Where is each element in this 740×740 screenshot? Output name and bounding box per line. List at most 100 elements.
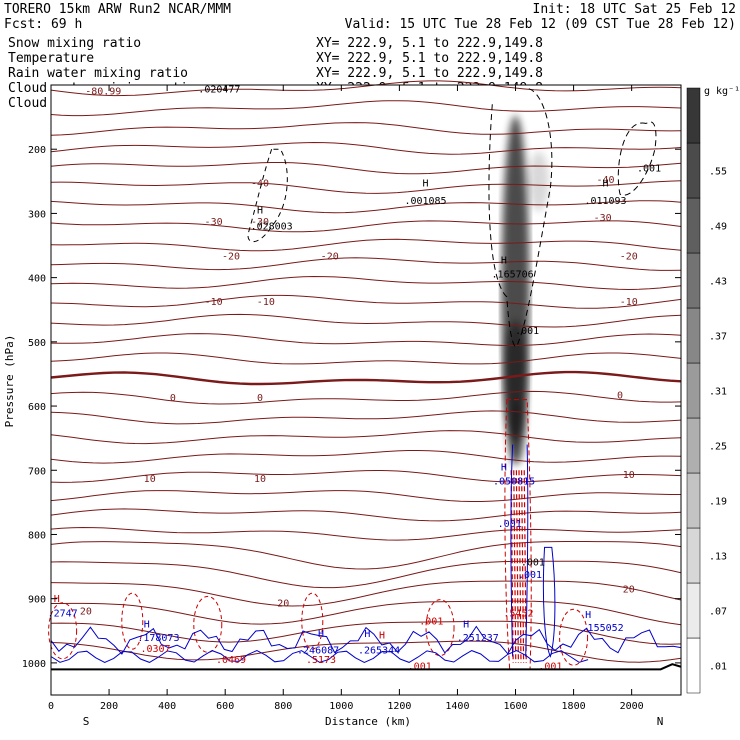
y-tick-label: 1000 — [22, 659, 46, 670]
forecast-hour: Fcst: 69 h — [4, 17, 82, 32]
north-end-label: N — [657, 715, 664, 728]
x-tick-label: 2000 — [620, 701, 644, 712]
valid-time: Valid: 15 UTC Tue 28 Feb 12 (09 CST Tue … — [345, 17, 736, 32]
y-tick-label: 300 — [28, 209, 46, 220]
colorbar: .01 .07 .13 .19 .25 .31 .37 .43 .49 .55 g kg⁻¹ — [686, 86, 740, 694]
contour-label: .001 — [518, 570, 542, 581]
contour-label: .5452 — [503, 609, 533, 620]
temperature-contour — [50, 122, 682, 136]
rain-water-contour — [121, 592, 144, 650]
field-xy: XY= 222.9, 5.1 to 222.9,149.8 — [316, 36, 543, 51]
colorbar-label: .13 — [709, 552, 727, 563]
contour-label: H — [501, 462, 507, 473]
rain-water-contour — [515, 470, 519, 663]
colorbar-swatch — [686, 252, 701, 309]
contour-label: .0469 — [216, 655, 246, 666]
x-tick-label: 1000 — [329, 701, 353, 712]
rain-water-contour — [425, 599, 455, 657]
rain-water-contour — [513, 470, 517, 663]
cloud-ice-contour — [488, 87, 553, 348]
y-tick-label: 900 — [28, 595, 46, 606]
x-tick-label: 600 — [216, 701, 234, 712]
contour-label: H — [585, 610, 591, 621]
rain-water-contour — [521, 470, 525, 663]
plot-frame — [50, 84, 682, 696]
temperature-contour — [50, 370, 682, 386]
x-axis-label: Distance (km) — [325, 715, 411, 728]
rain-water-contour — [301, 592, 324, 650]
contour-label: H — [318, 629, 324, 640]
y-tick-label: 600 — [28, 402, 46, 413]
temperature-contour — [50, 560, 682, 589]
contour-label: .251237 — [457, 633, 499, 644]
contour-label: H — [423, 178, 429, 189]
south-end-label: S — [83, 715, 90, 728]
contour-label: .001085 — [404, 196, 446, 207]
contour-label: .001 — [419, 616, 443, 627]
contour-label: .001 — [538, 661, 562, 672]
temperature-contour — [50, 238, 682, 252]
cloud-ice-contour — [247, 148, 288, 243]
colorbar-swatch — [686, 87, 701, 144]
temperature-label: -80.99 — [85, 87, 121, 98]
colorbar-label: .37 — [709, 332, 727, 343]
temperature-contour — [50, 80, 682, 97]
temperature-label: 0 — [617, 390, 623, 401]
cloud-water-contour — [50, 649, 589, 664]
contour-label: H — [364, 629, 370, 640]
temperature-contour — [50, 275, 682, 291]
snow-plume-branch — [528, 151, 549, 212]
x-tick-label: 0 — [48, 701, 54, 712]
cloud-water-contour — [510, 444, 529, 657]
contour-label: H — [257, 205, 263, 216]
field-name: Temperature — [8, 51, 94, 66]
colorbar-label: .49 — [709, 222, 727, 233]
field-name: Snow mixing ratio — [8, 36, 141, 51]
y-tick-label: 500 — [28, 338, 46, 349]
contour-label: .265344 — [358, 645, 400, 656]
contour-label: .2747 — [48, 609, 78, 620]
temperature-label: 20 — [623, 584, 635, 595]
x-tick-label: 400 — [158, 701, 176, 712]
temperature-contour — [50, 294, 682, 309]
contour-label: H — [144, 620, 150, 631]
contour-label: .001 — [521, 557, 545, 568]
contour-label: .001 — [637, 164, 661, 175]
contour-label: .246087 — [297, 645, 339, 656]
y-tick-label: 700 — [28, 466, 46, 477]
x-tick-label: 1200 — [387, 701, 411, 712]
temperature-contour — [50, 430, 682, 445]
colorbar-label: .55 — [709, 167, 727, 178]
y-tick-label: 800 — [28, 530, 46, 541]
temperature-contour — [50, 541, 682, 570]
temperature-label: -40 — [251, 178, 269, 189]
x-tick-label: 800 — [274, 701, 292, 712]
contour-label: H — [501, 256, 507, 267]
field-xy: XY= 222.9, 5.1 to 222.9,149.8 — [316, 66, 543, 81]
x-tick-label: 1800 — [562, 701, 586, 712]
colorbar-unit: g kg⁻¹ — [704, 86, 740, 97]
contour-label: .020477 — [198, 85, 240, 96]
temperature-contour — [50, 508, 682, 522]
temperature-contour — [50, 580, 682, 607]
temperature-contour — [50, 162, 682, 175]
contour-label: .165706 — [492, 270, 534, 281]
colorbar-swatch — [686, 362, 701, 419]
contour-label: .050815 — [493, 476, 535, 487]
rain-water-contour — [559, 608, 589, 666]
axes: 0 200 400 600 800 1000 1200 1400 1600 1800 2000200… — [22, 84, 682, 712]
temperature-label: 0 — [257, 393, 263, 404]
contour-label: .028003 — [251, 221, 293, 232]
temperature-contour — [50, 410, 682, 425]
temperature-contour — [50, 180, 682, 194]
model-title: TORERO 15km ARW Run2 NCAR/MMM — [4, 2, 231, 17]
snow-plume-base — [508, 401, 527, 462]
contour-label: .001 — [408, 661, 432, 672]
temperature-contour — [50, 220, 682, 233]
x-tick-label: 1400 — [445, 701, 469, 712]
field-xy: XY= 222.9, 5.1 to 222.9,149.8 — [316, 51, 543, 66]
colorbar-swatch — [686, 417, 701, 474]
colorbar-swatch — [686, 527, 701, 584]
colorbar-swatch — [686, 472, 701, 529]
temperature-contour — [50, 257, 682, 271]
